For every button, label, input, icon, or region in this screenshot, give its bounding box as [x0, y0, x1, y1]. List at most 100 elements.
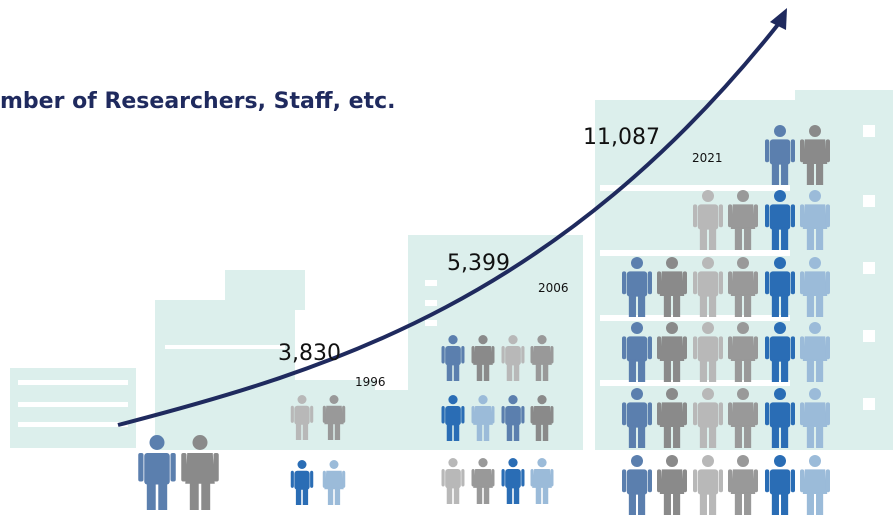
arm: [657, 469, 661, 492]
chart-title: mber of Researchers, Staff, etc.: [0, 89, 395, 114]
head: [478, 458, 487, 467]
body: [731, 469, 755, 494]
leg: [477, 424, 482, 441]
body: [803, 271, 827, 296]
head: [631, 455, 643, 467]
leg: [335, 488, 340, 505]
leg: [514, 364, 519, 381]
body: [770, 402, 790, 427]
body: [532, 469, 552, 488]
leg: [700, 492, 707, 515]
person-icon: [693, 455, 723, 515]
arm: [502, 406, 505, 423]
leg: [816, 425, 823, 448]
body: [627, 469, 647, 494]
leg: [807, 162, 814, 185]
person-icon: [472, 458, 495, 504]
leg: [335, 423, 340, 440]
arm: [728, 271, 732, 294]
arm: [472, 469, 475, 486]
arm: [622, 336, 626, 359]
head: [702, 322, 714, 334]
head: [774, 190, 786, 202]
person-icon: [323, 460, 346, 505]
body: [698, 402, 718, 427]
arm: [791, 469, 795, 492]
head: [809, 322, 821, 334]
year-label: 2006: [538, 281, 569, 295]
leg: [735, 294, 742, 317]
leg: [816, 162, 823, 185]
leg: [781, 227, 788, 250]
leg: [744, 425, 751, 448]
head: [737, 190, 749, 202]
body: [770, 469, 790, 494]
leg: [328, 488, 333, 505]
body: [660, 469, 684, 494]
leg: [638, 294, 645, 317]
leg: [781, 492, 788, 515]
leg: [816, 227, 823, 250]
body: [698, 271, 718, 296]
head: [478, 395, 487, 404]
head: [737, 455, 749, 467]
arm: [622, 402, 626, 425]
body: [770, 204, 790, 229]
body: [445, 406, 461, 425]
arm: [323, 406, 326, 423]
leg: [735, 359, 742, 382]
arm: [728, 402, 732, 425]
body: [731, 271, 755, 296]
leg: [514, 487, 519, 504]
arm: [791, 139, 795, 162]
arm: [491, 469, 494, 486]
year-label: 2021: [692, 151, 723, 165]
leg: [664, 492, 671, 515]
arm: [719, 402, 723, 425]
leg: [700, 227, 707, 250]
arm: [491, 406, 494, 423]
arm: [683, 469, 687, 492]
arm: [461, 346, 464, 363]
arm: [657, 336, 661, 359]
leg: [296, 488, 301, 505]
arm: [791, 271, 795, 294]
body: [445, 346, 461, 365]
arm: [683, 402, 687, 425]
arm: [657, 402, 661, 425]
head: [508, 395, 517, 404]
arm: [648, 469, 652, 492]
leg: [303, 423, 308, 440]
leg: [543, 424, 548, 441]
head: [666, 388, 678, 400]
arm: [826, 336, 830, 359]
leg: [816, 359, 823, 382]
body: [731, 336, 755, 361]
leg: [709, 359, 716, 382]
leg: [816, 294, 823, 317]
leg: [807, 227, 814, 250]
arm: [550, 346, 553, 363]
leg: [772, 359, 779, 382]
arm: [719, 271, 723, 294]
leg: [158, 482, 167, 511]
body: [445, 469, 461, 488]
arm: [502, 346, 505, 363]
arm: [800, 139, 804, 162]
arm: [648, 271, 652, 294]
leg: [629, 359, 636, 382]
head: [666, 322, 678, 334]
head: [774, 125, 786, 137]
infographic: mber of Researchers, Staff, etc. 3,83019…: [0, 0, 893, 521]
arm: [719, 204, 723, 227]
arm: [531, 469, 534, 486]
arm: [181, 453, 186, 482]
arm: [826, 469, 830, 492]
arm: [693, 336, 697, 359]
arm: [765, 469, 769, 492]
arm: [472, 346, 475, 363]
body: [473, 406, 493, 425]
arm: [491, 346, 494, 363]
head: [508, 335, 517, 344]
arm: [765, 204, 769, 227]
